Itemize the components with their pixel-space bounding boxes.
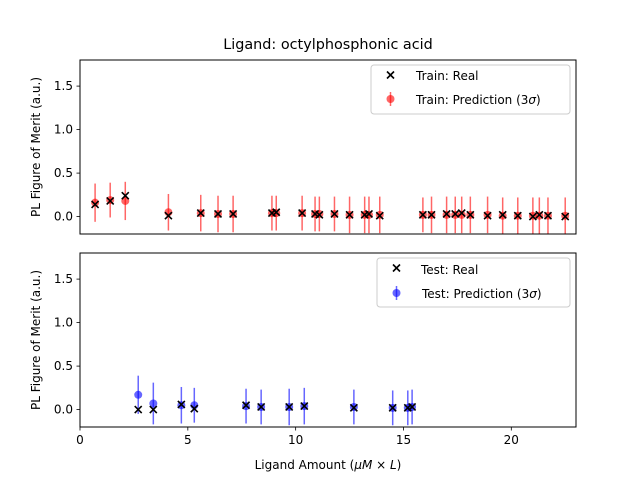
test-real-point xyxy=(149,405,158,414)
test-legend-pred-label: Test: Prediction (3σ) xyxy=(421,287,542,301)
chart-title: Ligand: octylphosphonic acid xyxy=(223,37,433,53)
test-y-tick-label: 1.0 xyxy=(54,316,73,330)
train-real-point xyxy=(451,209,460,219)
train-real-point xyxy=(535,210,544,219)
train-y-axis-label: PL Figure of Merit (a.u.) xyxy=(29,77,43,217)
train-real-point xyxy=(543,211,553,220)
train-legend-real-label: Train: Real xyxy=(415,69,479,83)
test-legend-real-marker xyxy=(392,263,401,273)
train-real-point xyxy=(364,209,374,219)
train-real-point xyxy=(528,212,537,221)
test-y-tick-label: 0.5 xyxy=(54,359,73,373)
test-legend-box xyxy=(376,257,571,308)
test-plot-frame xyxy=(79,252,577,428)
train-real-point xyxy=(330,209,339,219)
train-y-tick-label: 1.5 xyxy=(54,79,73,93)
test-prediction-point xyxy=(149,399,158,408)
train-real-point xyxy=(457,209,466,218)
test-x-tick-labels: 0 5 10 15 20 xyxy=(76,433,519,447)
train-y-tick-label: 0.5 xyxy=(54,166,73,180)
x-axis-label: Ligand Amount (μM × L) xyxy=(255,458,402,472)
train-real-point xyxy=(121,191,130,200)
train-real-point xyxy=(427,210,436,219)
train-legend-real-marker xyxy=(386,70,395,80)
train-real-point xyxy=(106,196,115,206)
test-x-tick-label: 10 xyxy=(288,433,303,447)
train-real-point xyxy=(213,209,223,219)
train-real-point xyxy=(315,210,324,219)
train-real-point xyxy=(298,209,307,218)
test-real-point xyxy=(408,402,417,412)
test-x-tick-label: 20 xyxy=(504,433,519,447)
train-legend: Train: Real Train: Prediction (3σ) xyxy=(370,64,571,115)
test-real-point xyxy=(241,401,251,410)
train-real-point xyxy=(229,209,238,219)
train-real-point xyxy=(483,211,492,220)
train-real-point xyxy=(345,210,354,219)
train-prediction-point xyxy=(121,196,130,205)
train-real-point xyxy=(418,210,427,219)
train-plot-frame xyxy=(79,59,577,235)
train-real-point xyxy=(513,211,522,220)
test-panel: 0.0 0.5 1.0 1.5 0 5 10 15 20 PL Figure of Merit… xyxy=(29,252,577,447)
test-y-axis-label: PL Figure of Merit (a.u.) xyxy=(29,270,43,410)
test-x-tick-label: 0 xyxy=(76,433,84,447)
train-y-tick-labels: 0.0 0.5 1.0 1.5 xyxy=(54,79,73,224)
train-y-tick-label: 1.0 xyxy=(54,123,73,137)
train-real-point xyxy=(91,200,100,209)
train-prediction-point xyxy=(457,210,466,219)
test-real-point xyxy=(388,403,397,412)
test-y-tick-label: 0.0 xyxy=(54,403,73,417)
train-real-point xyxy=(196,209,205,218)
test-prediction-point xyxy=(134,390,143,399)
test-real-point xyxy=(190,404,199,413)
test-x-tick-label: 5 xyxy=(184,433,192,447)
train-axis-ticks xyxy=(76,85,80,218)
train-data-marks xyxy=(91,181,570,234)
train-real-point xyxy=(375,211,384,220)
test-real-point xyxy=(257,402,266,412)
train-prediction-point xyxy=(91,198,100,207)
test-real-point xyxy=(349,403,358,412)
test-legend-pred-marker xyxy=(392,286,401,300)
train-panel: 0.0 0.5 1.0 1.5 PL Figure of Merit (a.u.) T… xyxy=(29,59,577,235)
test-x-tick-label: 15 xyxy=(396,433,411,447)
test-legend-real-label: Test: Real xyxy=(420,263,478,277)
test-real-point xyxy=(285,402,294,412)
test-axis-ticks xyxy=(76,278,512,431)
test-real-point xyxy=(134,405,143,414)
train-real-point xyxy=(498,210,507,219)
test-y-tick-label: 1.5 xyxy=(54,272,73,286)
train-legend-pred-label: Train: Prediction (3σ) xyxy=(415,93,541,107)
train-real-point xyxy=(442,209,451,219)
train-legend-box xyxy=(370,64,571,115)
test-real-point xyxy=(300,402,309,411)
train-y-tick-label: 0.0 xyxy=(54,210,73,224)
test-data-marks xyxy=(134,375,417,426)
train-real-point xyxy=(164,211,173,220)
train-real-point xyxy=(466,210,475,219)
test-real-point xyxy=(177,400,186,409)
train-real-point xyxy=(561,212,570,221)
test-legend: Test: Real Test: Prediction (3σ) xyxy=(376,257,571,308)
train-real-point xyxy=(272,208,281,217)
train-legend-pred-marker xyxy=(386,92,395,106)
test-y-tick-labels: 0.0 0.5 1.0 1.5 xyxy=(54,272,73,417)
